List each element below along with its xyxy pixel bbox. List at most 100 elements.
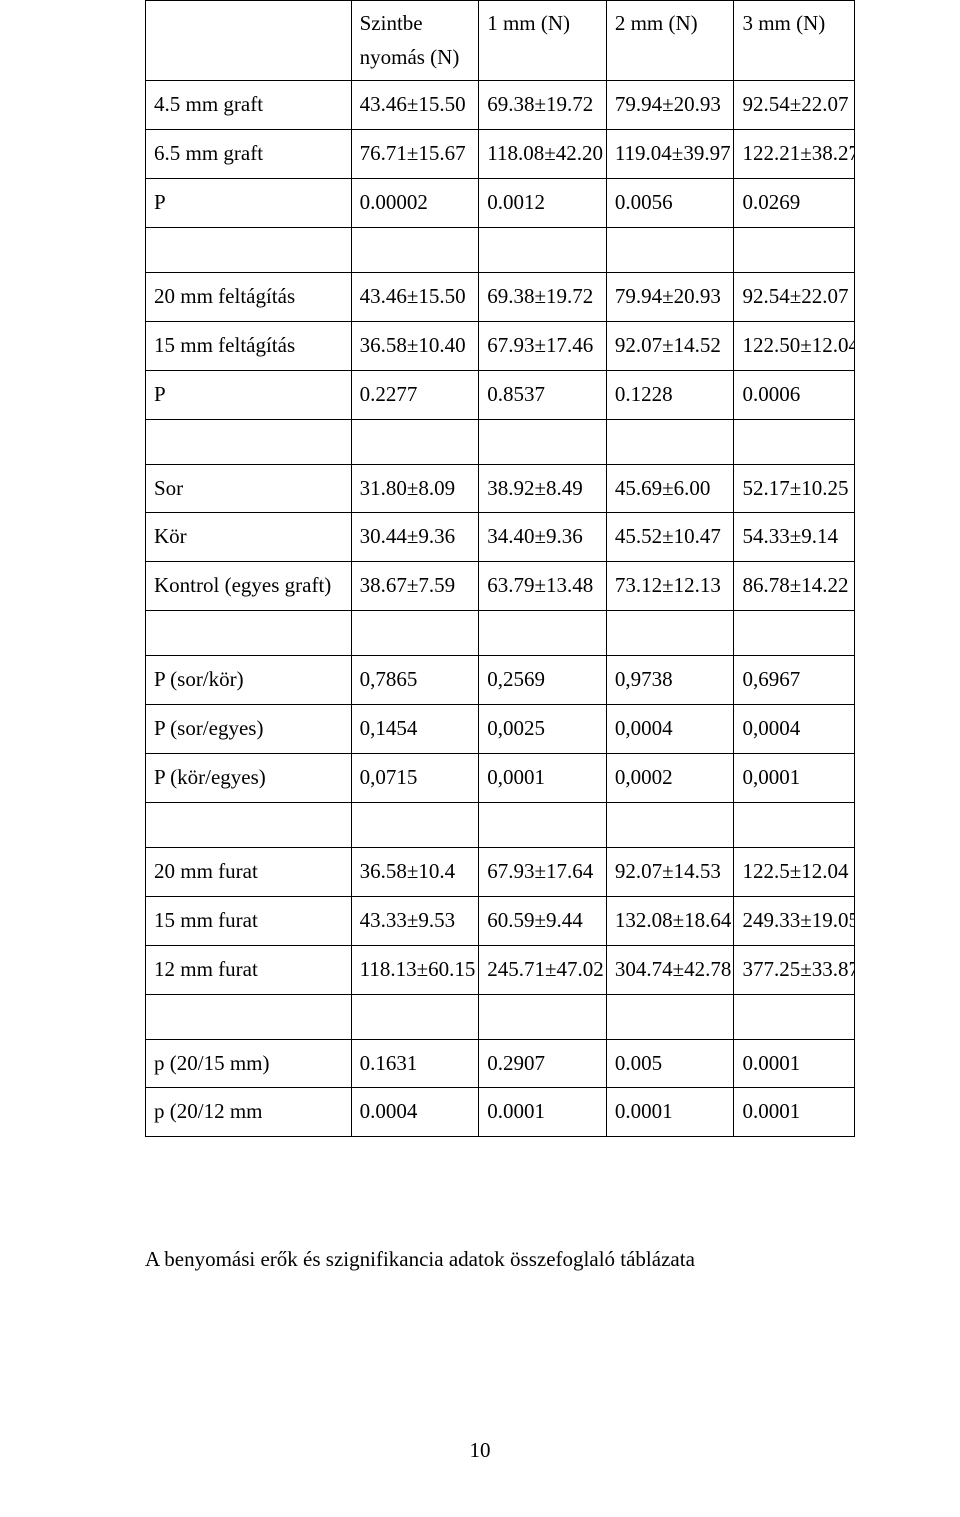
table-header-row: Szintbe nyomás (N) 1 mm (N) 2 mm (N) 3 m… [146, 1, 855, 81]
cell-value: 0,0004 [606, 705, 734, 754]
cell-value: 34.40±9.36 [479, 513, 607, 562]
cell-value: 38.92±8.49 [479, 464, 607, 513]
cell-value: 73.12±12.13 [606, 562, 734, 611]
cell-value: 43.46±15.50 [351, 272, 479, 321]
table-row: p (20/15 mm) 0.1631 0.2907 0.005 0.0001 [146, 1039, 855, 1088]
cell-label: p (20/12 mm [146, 1088, 352, 1137]
header-cell-szintbe: Szintbe nyomás (N) [351, 1, 479, 81]
cell-value: 118.08±42.20 [479, 130, 607, 179]
cell-value: 0,0001 [479, 753, 607, 802]
table-caption: A benyomási erők és szignifikancia adato… [145, 1247, 855, 1272]
cell-value: 0.0056 [606, 178, 734, 227]
cell-value: 0,0004 [734, 705, 855, 754]
cell-value: 0,0025 [479, 705, 607, 754]
cell-value: 79.94±20.93 [606, 81, 734, 130]
header-cell-2mm: 2 mm (N) [606, 1, 734, 81]
cell-value: 0.1228 [606, 370, 734, 419]
cell-value: 0.005 [606, 1039, 734, 1088]
cell-label: 15 mm furat [146, 896, 352, 945]
cell-value: 245.71±47.02 [479, 945, 607, 994]
cell-label: P [146, 370, 352, 419]
cell-label: 12 mm furat [146, 945, 352, 994]
cell-value: 38.67±7.59 [351, 562, 479, 611]
cell-value: 54.33±9.14 [734, 513, 855, 562]
table-body: Szintbe nyomás (N) 1 mm (N) 2 mm (N) 3 m… [146, 1, 855, 1137]
cell-value: 63.79±13.48 [479, 562, 607, 611]
cell-value: 377.25±33.87 [734, 945, 855, 994]
cell-value: 92.07±14.52 [606, 321, 734, 370]
cell-value: 0,0001 [734, 753, 855, 802]
cell-value: 0.0001 [606, 1088, 734, 1137]
cell-label: 20 mm feltágítás [146, 272, 352, 321]
cell-label: 6.5 mm graft [146, 130, 352, 179]
cell-value: 119.04±39.97 [606, 130, 734, 179]
cell-label: 20 mm furat [146, 847, 352, 896]
cell-value: 304.74±42.78 [606, 945, 734, 994]
cell-value: 45.69±6.00 [606, 464, 734, 513]
cell-label: Kontrol (egyes graft) [146, 562, 352, 611]
page-container: Szintbe nyomás (N) 1 mm (N) 2 mm (N) 3 m… [0, 0, 960, 1517]
spacer-row [146, 611, 855, 656]
cell-value: 36.58±10.4 [351, 847, 479, 896]
cell-value: 0,9738 [606, 656, 734, 705]
cell-value: 132.08±18.64 [606, 896, 734, 945]
cell-value: 92.07±14.53 [606, 847, 734, 896]
header-line-1: Szintbe [360, 11, 423, 35]
cell-label: Sor [146, 464, 352, 513]
table-row: 15 mm feltágítás 36.58±10.40 67.93±17.46… [146, 321, 855, 370]
cell-value: 122.21±38.27 [734, 130, 855, 179]
cell-value: 69.38±19.72 [479, 272, 607, 321]
cell-label: 15 mm feltágítás [146, 321, 352, 370]
spacer-row [146, 419, 855, 464]
cell-value: 67.93±17.46 [479, 321, 607, 370]
cell-value: 43.33±9.53 [351, 896, 479, 945]
spacer-row [146, 802, 855, 847]
table-row: P (sor/egyes) 0,1454 0,0025 0,0004 0,000… [146, 705, 855, 754]
cell-value: 122.50±12.04 [734, 321, 855, 370]
cell-value: 0.8537 [479, 370, 607, 419]
table-row: Kontrol (egyes graft) 38.67±7.59 63.79±1… [146, 562, 855, 611]
cell-value: 0.2907 [479, 1039, 607, 1088]
header-cell-1mm: 1 mm (N) [479, 1, 607, 81]
table-row: 12 mm furat 118.13±60.15 245.71±47.02 30… [146, 945, 855, 994]
page-number: 10 [0, 1438, 960, 1463]
cell-value: 0,7865 [351, 656, 479, 705]
cell-value: 0.0001 [479, 1088, 607, 1137]
cell-value: 122.5±12.04 [734, 847, 855, 896]
header-cell-3mm: 3 mm (N) [734, 1, 855, 81]
cell-value: 249.33±19.05 [734, 896, 855, 945]
table-row: 15 mm furat 43.33±9.53 60.59±9.44 132.08… [146, 896, 855, 945]
cell-value: 0.00002 [351, 178, 479, 227]
cell-value: 0.0001 [734, 1039, 855, 1088]
cell-value: 60.59±9.44 [479, 896, 607, 945]
cell-value: 43.46±15.50 [351, 81, 479, 130]
cell-label: P [146, 178, 352, 227]
header-cell-empty [146, 1, 352, 81]
cell-value: 0.0012 [479, 178, 607, 227]
cell-value: 0.1631 [351, 1039, 479, 1088]
cell-value: 69.38±19.72 [479, 81, 607, 130]
spacer-row [146, 994, 855, 1039]
cell-value: 0.0269 [734, 178, 855, 227]
cell-label: P (kör/egyes) [146, 753, 352, 802]
cell-value: 30.44±9.36 [351, 513, 479, 562]
cell-label: P (sor/kör) [146, 656, 352, 705]
table-row: 20 mm furat 36.58±10.4 67.93±17.64 92.07… [146, 847, 855, 896]
cell-label: p (20/15 mm) [146, 1039, 352, 1088]
spacer-row [146, 227, 855, 272]
cell-value: 0.0006 [734, 370, 855, 419]
cell-value: 0.2277 [351, 370, 479, 419]
cell-value: 0.0001 [734, 1088, 855, 1137]
cell-value: 76.71±15.67 [351, 130, 479, 179]
table-row: P (kör/egyes) 0,0715 0,0001 0,0002 0,000… [146, 753, 855, 802]
cell-value: 118.13±60.15 [351, 945, 479, 994]
header-line-2: nyomás (N) [360, 45, 460, 69]
cell-value: 79.94±20.93 [606, 272, 734, 321]
table-row: P (sor/kör) 0,7865 0,2569 0,9738 0,6967 [146, 656, 855, 705]
table-row: 4.5 mm graft 43.46±15.50 69.38±19.72 79.… [146, 81, 855, 130]
table-row: 6.5 mm graft 76.71±15.67 118.08±42.20 11… [146, 130, 855, 179]
cell-value: 52.17±10.25 [734, 464, 855, 513]
table-row: P 0.00002 0.0012 0.0056 0.0269 [146, 178, 855, 227]
cell-value: 0,2569 [479, 656, 607, 705]
table-row: P 0.2277 0.8537 0.1228 0.0006 [146, 370, 855, 419]
